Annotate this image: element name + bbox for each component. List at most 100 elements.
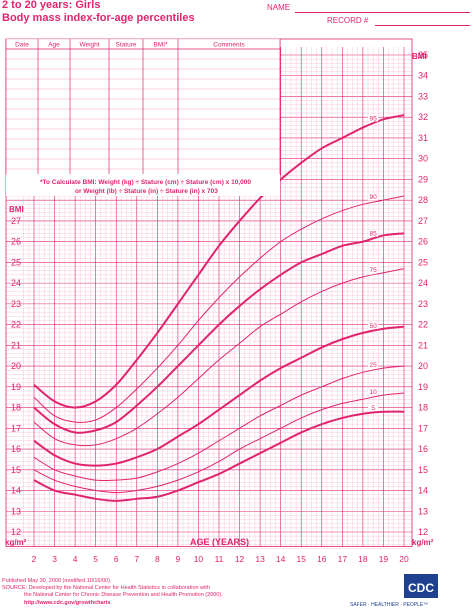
y-tick-right: 35 bbox=[418, 50, 428, 60]
x-tick: 18 bbox=[358, 554, 368, 564]
percentile-label-25: 25 bbox=[370, 362, 378, 369]
x-tick: 15 bbox=[296, 554, 306, 564]
y-tick-right: 24 bbox=[418, 278, 428, 288]
x-tick: 11 bbox=[215, 554, 224, 564]
y-tick-right: 32 bbox=[418, 112, 428, 122]
percentile-label-bg bbox=[368, 321, 379, 329]
tick-bg-right bbox=[413, 319, 429, 329]
percentile-curve-50 bbox=[33, 325, 405, 467]
y-tick-left: 17 bbox=[11, 423, 21, 433]
x-tick: 14 bbox=[276, 554, 286, 564]
y-tick-right: 25 bbox=[418, 257, 428, 267]
formula-box bbox=[6, 174, 280, 196]
cdc-logo-icon bbox=[404, 574, 438, 598]
percentile-label-bg bbox=[368, 388, 379, 396]
percentile-label-bg bbox=[368, 403, 379, 411]
measurement-table[interactable]: Date Age Weight Stature BMI* Comments bbox=[5, 38, 281, 175]
record-line[interactable] bbox=[375, 25, 470, 26]
percentile-label-90: 90 bbox=[370, 194, 378, 201]
name-line[interactable] bbox=[295, 12, 470, 13]
tick-bg-right bbox=[413, 361, 429, 371]
y-tick-left: 16 bbox=[11, 444, 21, 454]
y-tick-right: 26 bbox=[418, 237, 428, 247]
x-tick: 7 bbox=[134, 554, 139, 564]
tick-bg-right bbox=[413, 340, 429, 350]
y-tick-left: 21 bbox=[11, 340, 21, 350]
y-tick-right: 16 bbox=[418, 444, 428, 454]
unit-label-left: kg/m² bbox=[5, 538, 27, 547]
table-header-date: Date bbox=[15, 42, 29, 49]
cdc-tagline: SAFER · HEALTHIER · PEOPLE™ bbox=[350, 602, 428, 608]
y-tick-right: 31 bbox=[418, 133, 428, 143]
y-tick-right: 33 bbox=[418, 91, 428, 101]
axis-labels: AGE (YEARS) BMI BMI kg/m² kg/m² bbox=[5, 52, 434, 547]
y-tick-left: 20 bbox=[11, 361, 21, 371]
tick-bg-right bbox=[413, 195, 429, 205]
percentile-label-85: 85 bbox=[370, 231, 378, 238]
cdc-url[interactable]: http://www.cdc.gov/growthcharts bbox=[24, 600, 111, 606]
y-tick-left: 13 bbox=[11, 506, 21, 516]
table-header-weight: Weight bbox=[79, 42, 99, 49]
table-header-comments: Comments bbox=[213, 42, 245, 49]
source-line1: SOURCE: Developed by the National Center… bbox=[2, 585, 210, 591]
percentile-label-bg bbox=[368, 114, 379, 122]
y-tick-right: 28 bbox=[418, 195, 428, 205]
percentile-label-bg bbox=[368, 361, 379, 369]
tick-bg-right bbox=[413, 215, 429, 225]
y-tick-right: 29 bbox=[418, 174, 428, 184]
tick-bg-right bbox=[413, 381, 429, 391]
percentile-curve-90 bbox=[33, 195, 405, 423]
tick-bg-right bbox=[413, 70, 429, 80]
name-label: NAME bbox=[267, 3, 291, 12]
y-tick-right: 15 bbox=[418, 465, 428, 475]
y-tick-right: 27 bbox=[418, 216, 428, 226]
y-tick-right: 14 bbox=[418, 486, 428, 496]
x-axis-label: AGE (YEARS) bbox=[190, 537, 249, 547]
tick-bg-right bbox=[413, 278, 429, 288]
table-header-bmi: BMI* bbox=[153, 42, 168, 49]
table-header-age: Age bbox=[48, 42, 60, 49]
chart-title-line1: 2 to 20 years: Girls bbox=[2, 0, 101, 11]
percentile-curve-10 bbox=[33, 392, 405, 494]
y-tick-right: 13 bbox=[418, 506, 428, 516]
percentile-label-bg bbox=[368, 265, 379, 273]
tick-bg-right bbox=[413, 402, 429, 412]
chart-title-line2: Body mass index-for-age percentiles bbox=[2, 12, 195, 24]
percentile-curve-75 bbox=[33, 268, 405, 447]
percentile-label-bg bbox=[368, 193, 379, 201]
percentile-label-bg bbox=[368, 229, 379, 237]
bmi-label-right: BMI bbox=[412, 52, 427, 61]
y-tick-left: 15 bbox=[11, 465, 21, 475]
formula-line1: *To Calculate BMI: Weight (kg) ÷ Stature… bbox=[40, 179, 251, 186]
y-tick-left: 14 bbox=[11, 486, 21, 496]
tick-bg-right bbox=[413, 174, 429, 184]
tick-bg-right bbox=[413, 527, 429, 536]
footer: Published May 30, 2000 (modified 10/16/0… bbox=[2, 574, 438, 608]
published-note: Published May 30, 2000 (modified 10/16/0… bbox=[2, 578, 112, 584]
percentile-curve-25 bbox=[33, 365, 405, 482]
axis-ticks: 1213141516171819202122232425262728293031… bbox=[11, 50, 429, 564]
tick-bg-right bbox=[413, 444, 429, 454]
y-tick-right: 30 bbox=[418, 154, 428, 164]
y-tick-right: 21 bbox=[418, 340, 428, 350]
percentile-label-95: 95 bbox=[370, 115, 378, 122]
bmi-label-left: BMI bbox=[9, 205, 24, 214]
y-tick-right: 18 bbox=[418, 403, 428, 413]
tick-bg-right bbox=[413, 464, 429, 474]
tick-bg-right bbox=[413, 506, 429, 516]
x-tick: 3 bbox=[52, 554, 57, 564]
x-tick: 12 bbox=[235, 554, 245, 564]
x-tick: 16 bbox=[317, 554, 327, 564]
y-tick-right: 17 bbox=[418, 423, 428, 433]
y-tick-right: 20 bbox=[418, 361, 428, 371]
y-tick-left: 12 bbox=[11, 527, 21, 537]
y-tick-left: 24 bbox=[11, 278, 21, 288]
y-tick-left: 27 bbox=[11, 216, 21, 226]
tick-bg-right bbox=[413, 236, 429, 246]
percentile-curve-85 bbox=[33, 232, 405, 434]
percentile-curves bbox=[33, 114, 405, 502]
tick-bg-right bbox=[413, 153, 429, 163]
y-tick-right: 19 bbox=[418, 382, 428, 392]
y-tick-right: 34 bbox=[418, 71, 428, 81]
percentile-label-50: 50 bbox=[370, 323, 378, 330]
